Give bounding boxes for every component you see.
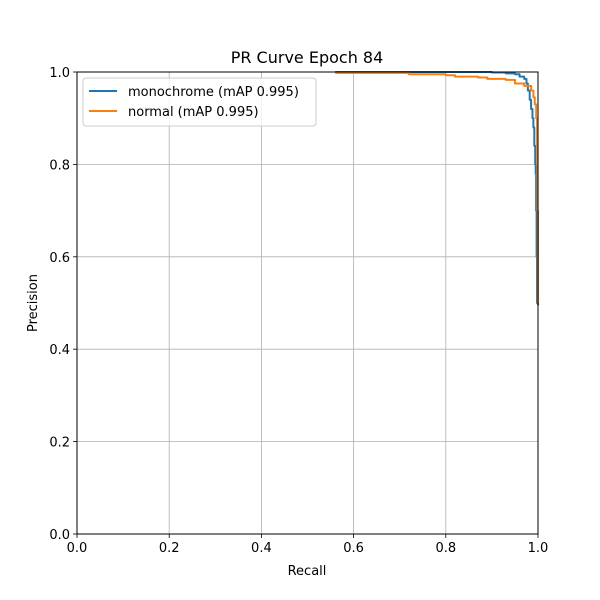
y-tick-label: 1.0 bbox=[49, 66, 70, 81]
chart-title: PR Curve Epoch 84 bbox=[231, 48, 384, 67]
grid-lines bbox=[76, 71, 539, 535]
legend: monochrome (mAP 0.995) normal (mAP 0.995… bbox=[82, 77, 317, 127]
y-tick-label: 0.0 bbox=[49, 528, 70, 543]
x-tick-label: 1.0 bbox=[528, 541, 549, 556]
y-tick-label: 0.6 bbox=[49, 251, 70, 266]
legend-box bbox=[82, 77, 317, 127]
plot-frame bbox=[76, 71, 539, 535]
legend-label-normal: normal (mAP 0.995) bbox=[128, 105, 259, 120]
y-tick-label: 0.2 bbox=[49, 436, 70, 451]
series-line-normal bbox=[335, 71, 539, 303]
series-line-monochrome bbox=[335, 71, 539, 306]
x-tick-label: 0.6 bbox=[343, 541, 364, 556]
y-axis-label: Precision bbox=[26, 274, 41, 332]
data-series bbox=[335, 71, 539, 306]
y-tick-label: 0.8 bbox=[49, 158, 70, 173]
x-axis-label: Recall bbox=[288, 564, 327, 579]
legend-label-monochrome: monochrome (mAP 0.995) bbox=[128, 85, 299, 100]
x-axis-ticks: 0.0 0.2 0.4 0.6 0.8 1.0 bbox=[67, 534, 549, 556]
y-tick-label: 0.4 bbox=[49, 343, 70, 358]
y-axis-ticks: 0.0 0.2 0.4 0.6 0.8 1.0 bbox=[49, 66, 77, 543]
x-tick-label: 0.4 bbox=[251, 541, 272, 556]
x-tick-label: 0.0 bbox=[67, 541, 88, 556]
x-tick-label: 0.2 bbox=[159, 541, 180, 556]
x-tick-label: 0.8 bbox=[435, 541, 456, 556]
